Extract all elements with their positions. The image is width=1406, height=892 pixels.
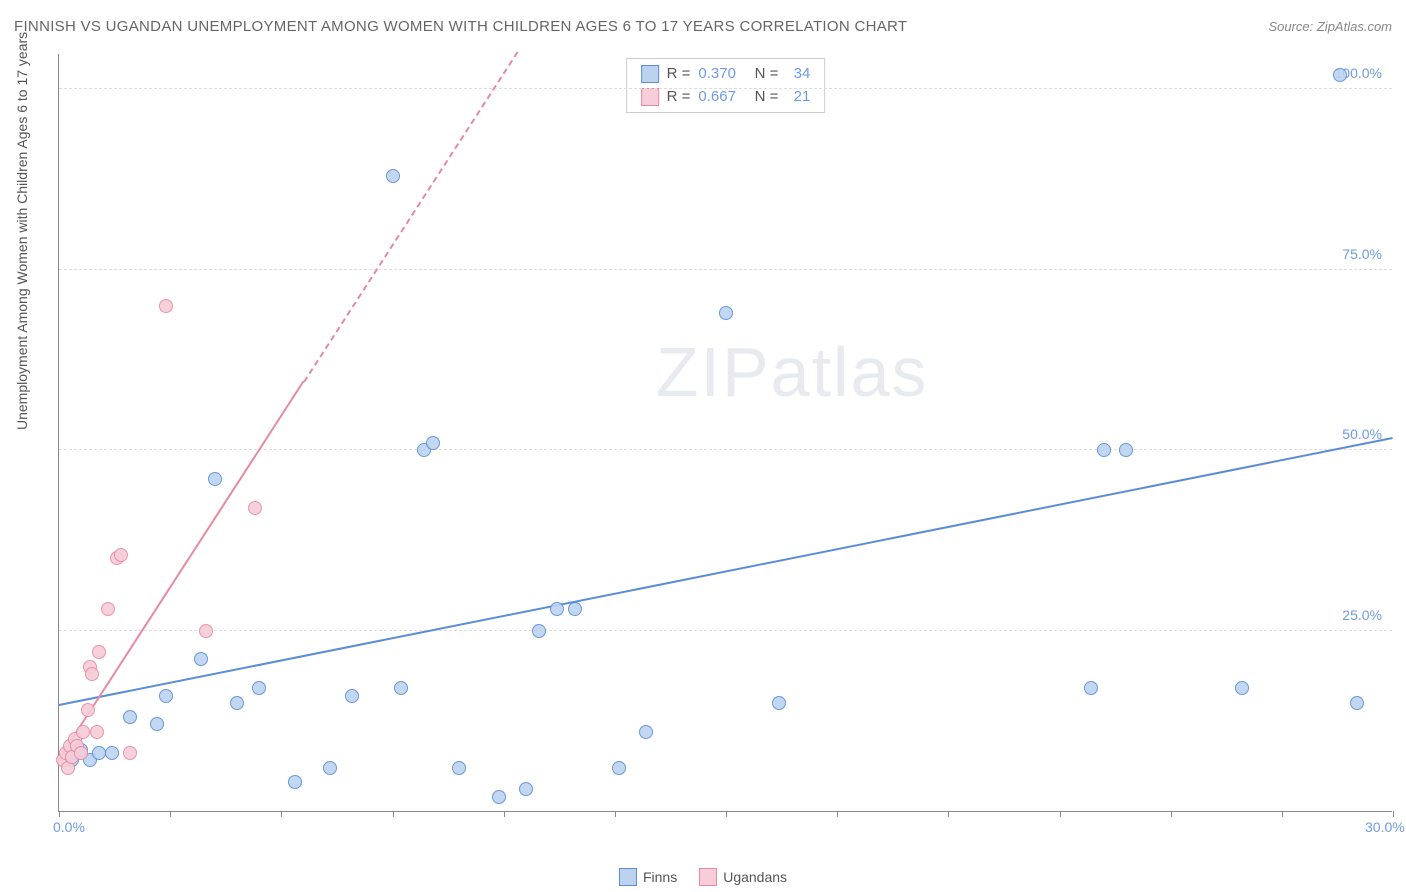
data-point [612,761,626,775]
data-point [85,667,99,681]
gridline-h [59,88,1392,89]
x-tick [837,811,838,817]
data-point [492,790,506,804]
plot-area: ZIPatlas R =0.370 N =34R =0.667 N =21 25… [58,54,1392,812]
legend-item: Finns [619,868,677,886]
data-point [92,746,106,760]
data-point [92,645,106,659]
data-point [452,761,466,775]
data-point [519,782,533,796]
source-label: Source: ZipAtlas.com [1268,19,1392,34]
y-tick-label: 25.0% [1342,607,1382,623]
stats-row: R = 0.370 N = 34 [641,63,811,86]
stat-n-value: 34 [786,63,810,86]
gridline-h [59,630,1392,631]
data-point [114,548,128,562]
x-tick [170,811,171,817]
stats-legend: R =0.370 N =34R =0.667 N =21 [626,58,826,113]
data-point [230,696,244,710]
data-point [1350,696,1364,710]
data-point [159,299,173,313]
data-point [568,602,582,616]
stat-r-value: 0.370 [698,63,742,86]
x-tick [504,811,505,817]
x-tick [393,811,394,817]
data-point [105,746,119,760]
data-point [194,652,208,666]
legend-label: Ugandans [723,869,787,885]
series-legend: Finns Ugandans [619,868,787,886]
chart-title: FINNISH VS UGANDAN UNEMPLOYMENT AMONG WO… [14,18,907,35]
legend-swatch [699,868,717,886]
trend-line-finns [59,437,1393,706]
data-point [1097,443,1111,457]
gridline-h [59,269,1392,270]
data-point [288,775,302,789]
watermark: ZIPatlas [656,332,929,412]
trend-line-ugandans [58,381,304,760]
data-point [426,436,440,450]
data-point [394,681,408,695]
data-point [1235,681,1249,695]
data-point [199,624,213,638]
stat-n-label: N = [750,63,778,86]
data-point [123,746,137,760]
legend-swatch [619,868,637,886]
data-point [159,689,173,703]
data-point [1119,443,1133,457]
x-tick-label: 0.0% [53,819,85,835]
x-tick [1282,811,1283,817]
data-point [123,710,137,724]
data-point [532,624,546,638]
x-tick-label: 30.0% [1365,819,1405,835]
data-point [1084,681,1098,695]
legend-label: Finns [643,869,677,885]
legend-swatch [641,65,659,83]
data-point [208,472,222,486]
data-point [345,689,359,703]
legend-item: Ugandans [699,868,787,886]
y-tick-label: 75.0% [1342,246,1382,262]
data-point [248,501,262,515]
stat-r-label: R = [667,63,691,86]
x-tick [726,811,727,817]
data-point [76,725,90,739]
data-point [252,681,266,695]
data-point [772,696,786,710]
data-point [323,761,337,775]
data-point [81,703,95,717]
x-tick [615,811,616,817]
x-tick [1393,811,1394,817]
x-tick [948,811,949,817]
data-point [386,169,400,183]
trend-line-extrapolated-ugandans [303,51,518,382]
data-point [639,725,653,739]
y-axis-label: Unemployment Among Women with Children A… [14,32,30,430]
legend-swatch [641,88,659,106]
data-point [74,746,88,760]
data-point [550,602,564,616]
title-bar: FINNISH VS UGANDAN UNEMPLOYMENT AMONG WO… [14,18,1392,35]
data-point [150,717,164,731]
x-tick [1171,811,1172,817]
data-point [101,602,115,616]
x-tick [1060,811,1061,817]
x-tick [59,811,60,817]
data-point [90,725,104,739]
data-point [1333,68,1347,82]
data-point [719,306,733,320]
x-tick [281,811,282,817]
